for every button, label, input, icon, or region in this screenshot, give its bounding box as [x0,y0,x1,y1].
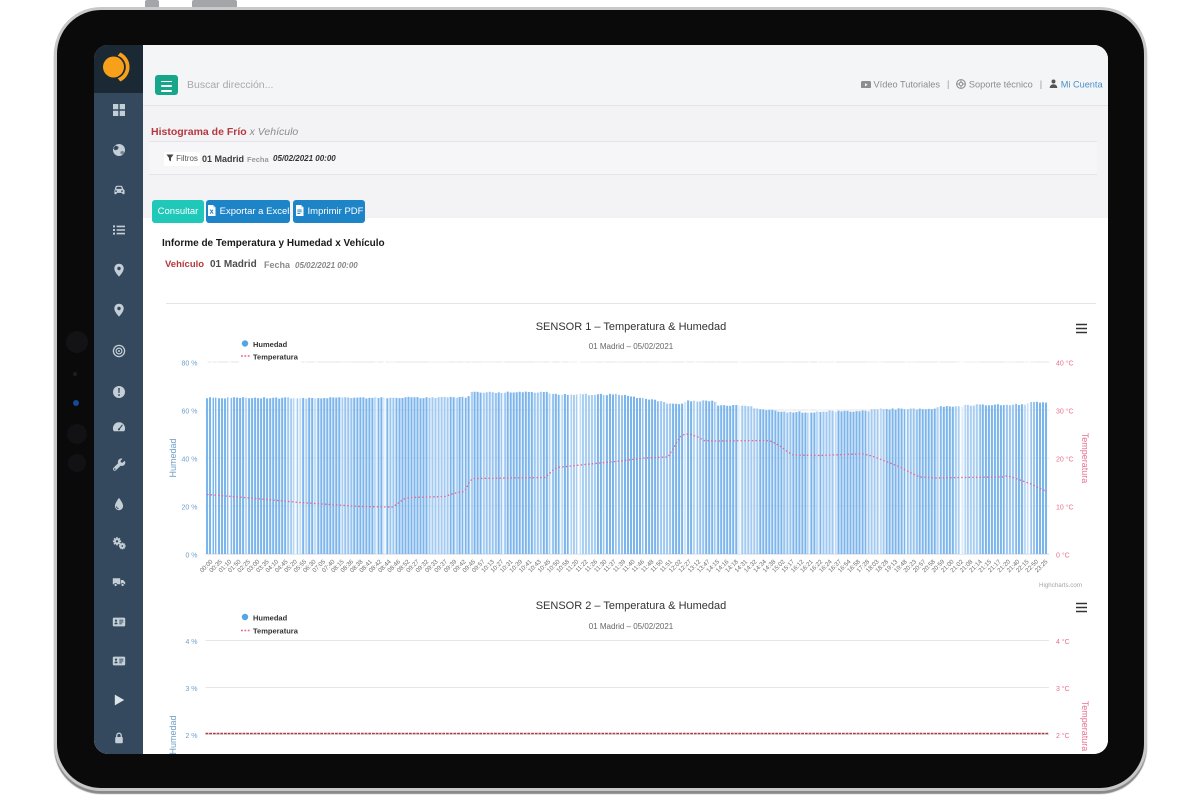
svg-text:2 °C: 2 °C [1056,732,1070,740]
svg-text:60 %: 60 % [182,409,198,416]
svg-text:SENSOR 2 – Temperatura & Humed: SENSOR 2 – Temperatura & Humedad [536,600,727,612]
svg-text:40 °C: 40 °C [1056,360,1074,368]
svg-text:80 %: 80 % [182,361,198,368]
svg-text:Highcharts.com: Highcharts.com [1039,582,1082,589]
svg-text:Temperatura: Temperatura [253,353,299,362]
svg-text:4 %: 4 % [185,639,197,646]
svg-text:2 %: 2 % [185,733,197,740]
svg-text:01 Madrid – 05/02/2021: 01 Madrid – 05/02/2021 [589,622,674,631]
svg-text:30 °C: 30 °C [1056,408,1074,416]
svg-text:0 %: 0 % [185,553,197,560]
svg-text:0 °C: 0 °C [1056,552,1070,560]
svg-text:20 %: 20 % [182,505,198,512]
svg-text:Humedad: Humedad [253,614,288,623]
svg-text:20 °C: 20 °C [1056,456,1074,464]
svg-text:Temperatura: Temperatura [1080,701,1090,752]
svg-text:01 Madrid – 05/02/2021: 01 Madrid – 05/02/2021 [589,342,674,351]
svg-text:3 °C: 3 °C [1056,685,1070,693]
svg-text:3 %: 3 % [185,686,197,693]
svg-text:Temperatura: Temperatura [253,627,299,636]
svg-text:SENSOR 1 – Temperatura & Humed: SENSOR 1 – Temperatura & Humedad [536,321,727,333]
svg-text:Humedad: Humedad [168,715,178,754]
svg-text:Temperatura: Temperatura [1080,433,1090,484]
svg-text:Humedad: Humedad [168,438,178,477]
svg-text:Humedad: Humedad [253,340,288,349]
svg-text:10 °C: 10 °C [1056,504,1074,512]
svg-text:40 %: 40 % [182,457,198,464]
svg-text:4 °C: 4 °C [1056,638,1070,646]
